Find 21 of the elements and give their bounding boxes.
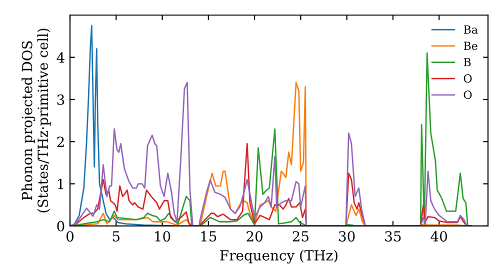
legend-label: O [464,90,472,99]
legend-label: O [464,74,472,83]
x-tick-label: 5 [112,231,120,242]
x-tick-label: 10 [155,231,170,242]
x-axis-title: Frequency (THz) [220,250,338,264]
y-tick-label: 3 [57,94,64,105]
x-tick-label: 15 [201,231,216,242]
x-tick-label: 0 [66,231,74,242]
x-tick-label: 20 [246,231,262,242]
x-tick-label: 25 [292,231,308,242]
x-tick-label: 30 [339,231,355,242]
x-tick-label: 35 [385,231,401,242]
x-tick-label: 40 [430,231,448,242]
y-tick-label: 0 [57,220,64,232]
y-axis-title: Phonon projected DOS (States/THz·primitive cell) [22,28,51,212]
y-tick-label: 2 [57,136,64,147]
y-tick-label: 4 [56,52,64,63]
legend-label: Be [464,42,478,50]
legend-label: Ba [464,25,478,34]
legend-label: B [464,58,471,66]
y-tick-label: 1 [58,178,64,190]
